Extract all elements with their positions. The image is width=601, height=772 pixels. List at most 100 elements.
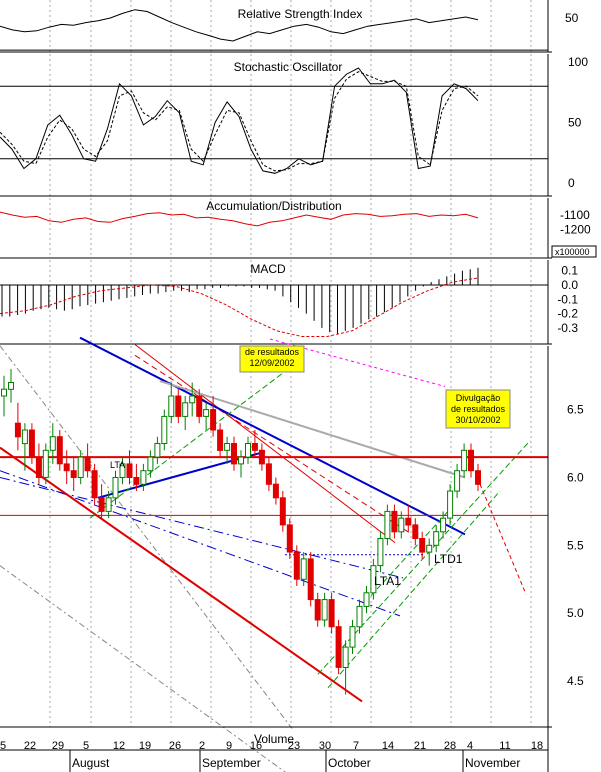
candle-body <box>84 456 91 472</box>
channel-line-gray-bottom <box>0 565 286 772</box>
candle-body <box>35 456 42 479</box>
accumulation-distribution-panel: Accumulation/Distribution -1100-1200 x1000… <box>0 198 597 259</box>
date-tick-label: 14 <box>382 740 394 752</box>
earnings-note-box-1 <box>239 345 305 373</box>
candle-body <box>203 409 210 417</box>
date-tick-label: 11 <box>499 740 510 752</box>
candle-body <box>14 422 21 438</box>
macd-tick-label: -0.3 <box>557 321 578 335</box>
candle-body <box>210 409 217 431</box>
candle-body <box>217 429 224 451</box>
date-tick-label: 19 <box>139 740 151 752</box>
candle-body <box>21 429 28 445</box>
price-tick-label: 6.5 <box>567 403 584 417</box>
candle-body <box>8 382 14 390</box>
candle-body <box>245 443 251 458</box>
annotation-lta1: LTA1 <box>374 574 401 588</box>
date-tick-label: 4 <box>467 740 473 752</box>
accumulation-distribution-unit-label: x100000 <box>555 247 590 257</box>
channel-line-gray-top <box>0 345 293 729</box>
candle-body <box>49 436 56 451</box>
candle-body <box>98 497 105 512</box>
accumulation-distribution-line <box>0 211 479 227</box>
candle-body <box>63 463 70 472</box>
date-tick-label: 2 <box>199 740 205 752</box>
macd-panel: MACD 0.10.0-0.1-0.2-0.3 <box>0 260 578 345</box>
annotation-lta: LTA <box>110 460 125 470</box>
volume-label: Volume <box>254 732 294 746</box>
candle-body <box>56 436 63 465</box>
candle-body <box>258 449 265 465</box>
candle-body <box>272 483 279 499</box>
candle-body <box>154 443 161 458</box>
stochastic-k-line <box>0 67 479 174</box>
candle-body <box>461 449 468 472</box>
price-tick-label: 5.0 <box>567 606 584 620</box>
candle-body <box>314 599 321 621</box>
candle-body <box>454 470 461 492</box>
date-tick-label: 7 <box>353 740 359 752</box>
date-tick-label: 21 <box>414 740 426 752</box>
macd-tick-label: 0.0 <box>561 278 578 292</box>
candle-body <box>28 429 35 458</box>
candle-body <box>105 497 112 512</box>
month-label: November <box>465 756 520 770</box>
projection-line <box>479 484 527 595</box>
candle-body <box>196 395 203 417</box>
candle-body <box>447 490 454 519</box>
candle-body <box>42 449 49 478</box>
candle-body <box>342 646 349 668</box>
channel-line-blue-dashdot <box>0 477 404 579</box>
macd-tick-label: -0.1 <box>557 292 578 306</box>
candle-body <box>440 517 447 533</box>
stochastic-tick-label: 0 <box>568 176 575 190</box>
candle-body <box>286 524 293 553</box>
candle-body <box>168 395 175 417</box>
trendline-gray <box>159 380 466 479</box>
accumulation-distribution-tick-label: -1100 <box>560 208 590 222</box>
candle-body <box>412 524 419 540</box>
earnings-note-text-1: de resultados <box>245 347 300 357</box>
candle-body <box>391 510 398 533</box>
date-tick-label: 29 <box>52 740 64 752</box>
earnings-note-text-2: 30/10/2002 <box>455 415 500 425</box>
date-tick-label: 26 <box>169 740 181 752</box>
candle-body <box>147 456 154 472</box>
accumulation-distribution-tick-label: -1200 <box>560 223 591 237</box>
trendline-lta <box>0 446 363 703</box>
date-tick-label: 5 <box>0 740 6 752</box>
candle-body <box>70 470 77 479</box>
month-label: October <box>328 756 371 770</box>
candle-body <box>328 599 335 628</box>
macd-tick-label: 0.1 <box>561 264 578 278</box>
trendline-blue-upper <box>79 336 466 536</box>
macd-title: MACD <box>250 262 286 276</box>
stochastic-tick-label: 50 <box>568 116 582 130</box>
earnings-note-text-1: 12/09/2002 <box>249 358 294 368</box>
candle-body <box>468 449 474 472</box>
date-tick-label: 28 <box>444 740 456 752</box>
macd-tick-label: -0.2 <box>557 307 578 321</box>
candle-body <box>175 395 182 417</box>
candle-body <box>475 470 481 485</box>
candle-body <box>335 626 342 668</box>
stochastic-title: Stochastic Oscillator <box>234 60 343 74</box>
date-tick-label: 12 <box>113 740 125 752</box>
candle-body <box>433 531 440 546</box>
date-tick-label: 23 <box>288 740 300 752</box>
candle-body <box>426 544 433 553</box>
date-tick-label: 5 <box>83 740 89 752</box>
candle-body <box>1 388 7 397</box>
candle-body <box>91 470 98 499</box>
candle-body <box>77 456 84 479</box>
candle-body <box>182 402 189 417</box>
candle-body <box>370 565 377 594</box>
date-tick-label: 30 <box>319 740 331 752</box>
month-label: September <box>202 756 261 770</box>
candle-body <box>398 517 405 533</box>
candle-body <box>224 443 231 451</box>
month-label: August <box>72 756 110 770</box>
candle-body <box>405 517 412 526</box>
candle-body <box>126 463 133 478</box>
